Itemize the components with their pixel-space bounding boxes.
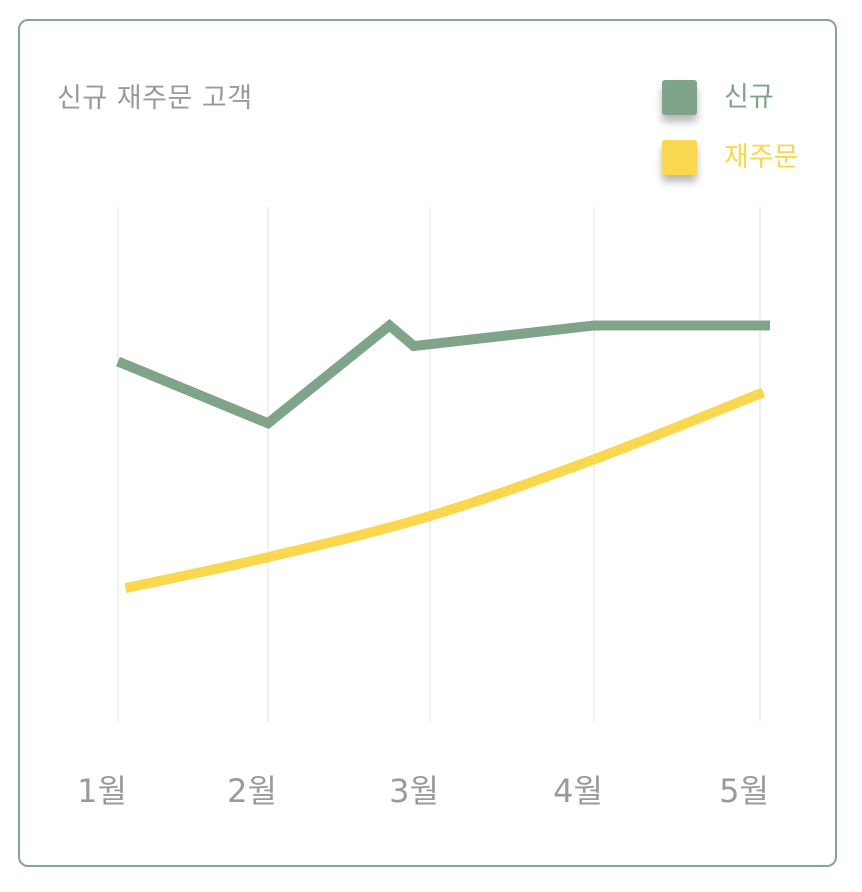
series-line-reorder: [126, 392, 764, 588]
x-tick-label-1: 1월: [77, 772, 127, 810]
series-layer: [118, 325, 770, 588]
series-line-new: [118, 325, 770, 423]
x-tick-label-4: 4월: [553, 772, 603, 810]
x-tick-label-5: 5월: [719, 772, 769, 810]
x-tick-label-2: 2월: [227, 772, 277, 810]
x-axis-ticks: 1월 2월 3월 4월 5월: [77, 772, 769, 810]
x-tick-label-3: 3월: [389, 772, 439, 810]
grid-layer: [118, 207, 760, 722]
